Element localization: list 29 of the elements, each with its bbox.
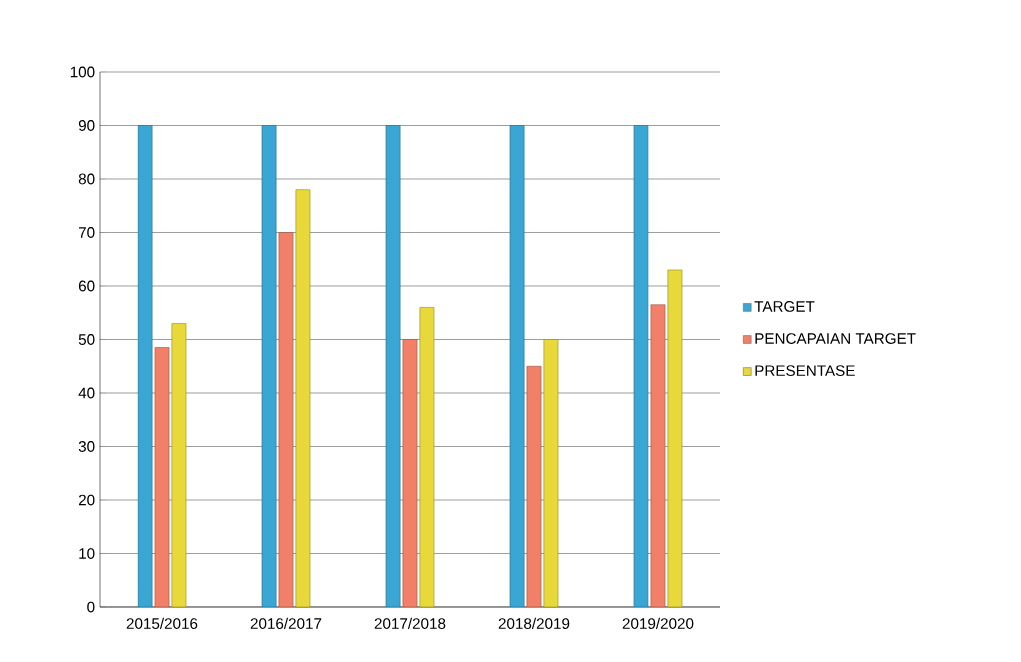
y-tick-label: 50 [78,334,95,345]
bar [295,189,311,607]
y-tick-label: 60 [78,280,95,292]
y-tick-label: 0 [87,601,95,613]
y-tick-label: 40 [78,387,95,399]
x-tick-label: 2017/2018 [374,617,446,629]
bar [171,323,187,607]
bar [633,125,649,607]
legend-label: TARGET [754,301,815,312]
legend-label: PENCAPAIAN TARGET [755,333,916,344]
bar [667,269,683,607]
y-tick-label: 80 [78,173,95,185]
y-tick-label: 10 [79,548,95,559]
bar [419,307,435,607]
y-tick-label: 70 [78,227,95,238]
bar [385,125,401,607]
y-tick-label: 20 [78,494,95,506]
y-tick-label: 100 [70,66,95,78]
y-tick-label: 90 [78,120,95,131]
bar [261,125,277,607]
y-tick-label: 30 [78,441,95,452]
bar [509,125,525,607]
x-tick-label: 2018/2019 [498,617,570,629]
bar [543,339,559,607]
bar [137,125,153,607]
legend-label: PRESENTASE [755,365,855,376]
x-tick-label: 2016/2017 [250,617,322,629]
x-tick-label: 2015/2016 [126,617,198,629]
x-tick-label: 2019/2020 [622,617,694,629]
